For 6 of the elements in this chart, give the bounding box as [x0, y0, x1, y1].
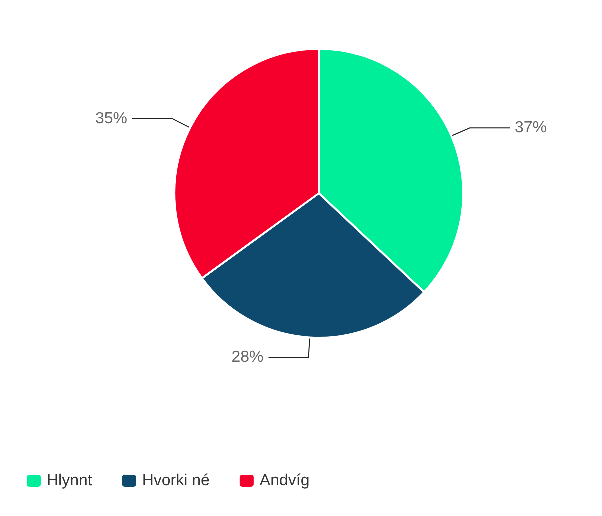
legend-label: Hlynnt	[47, 472, 93, 490]
data-label: 37%	[515, 120, 548, 137]
legend-label: Andvíg	[260, 472, 310, 490]
legend-label: Hvorki né	[142, 472, 210, 490]
data-label: 28%	[232, 349, 264, 366]
data-label: 35%	[95, 110, 128, 128]
